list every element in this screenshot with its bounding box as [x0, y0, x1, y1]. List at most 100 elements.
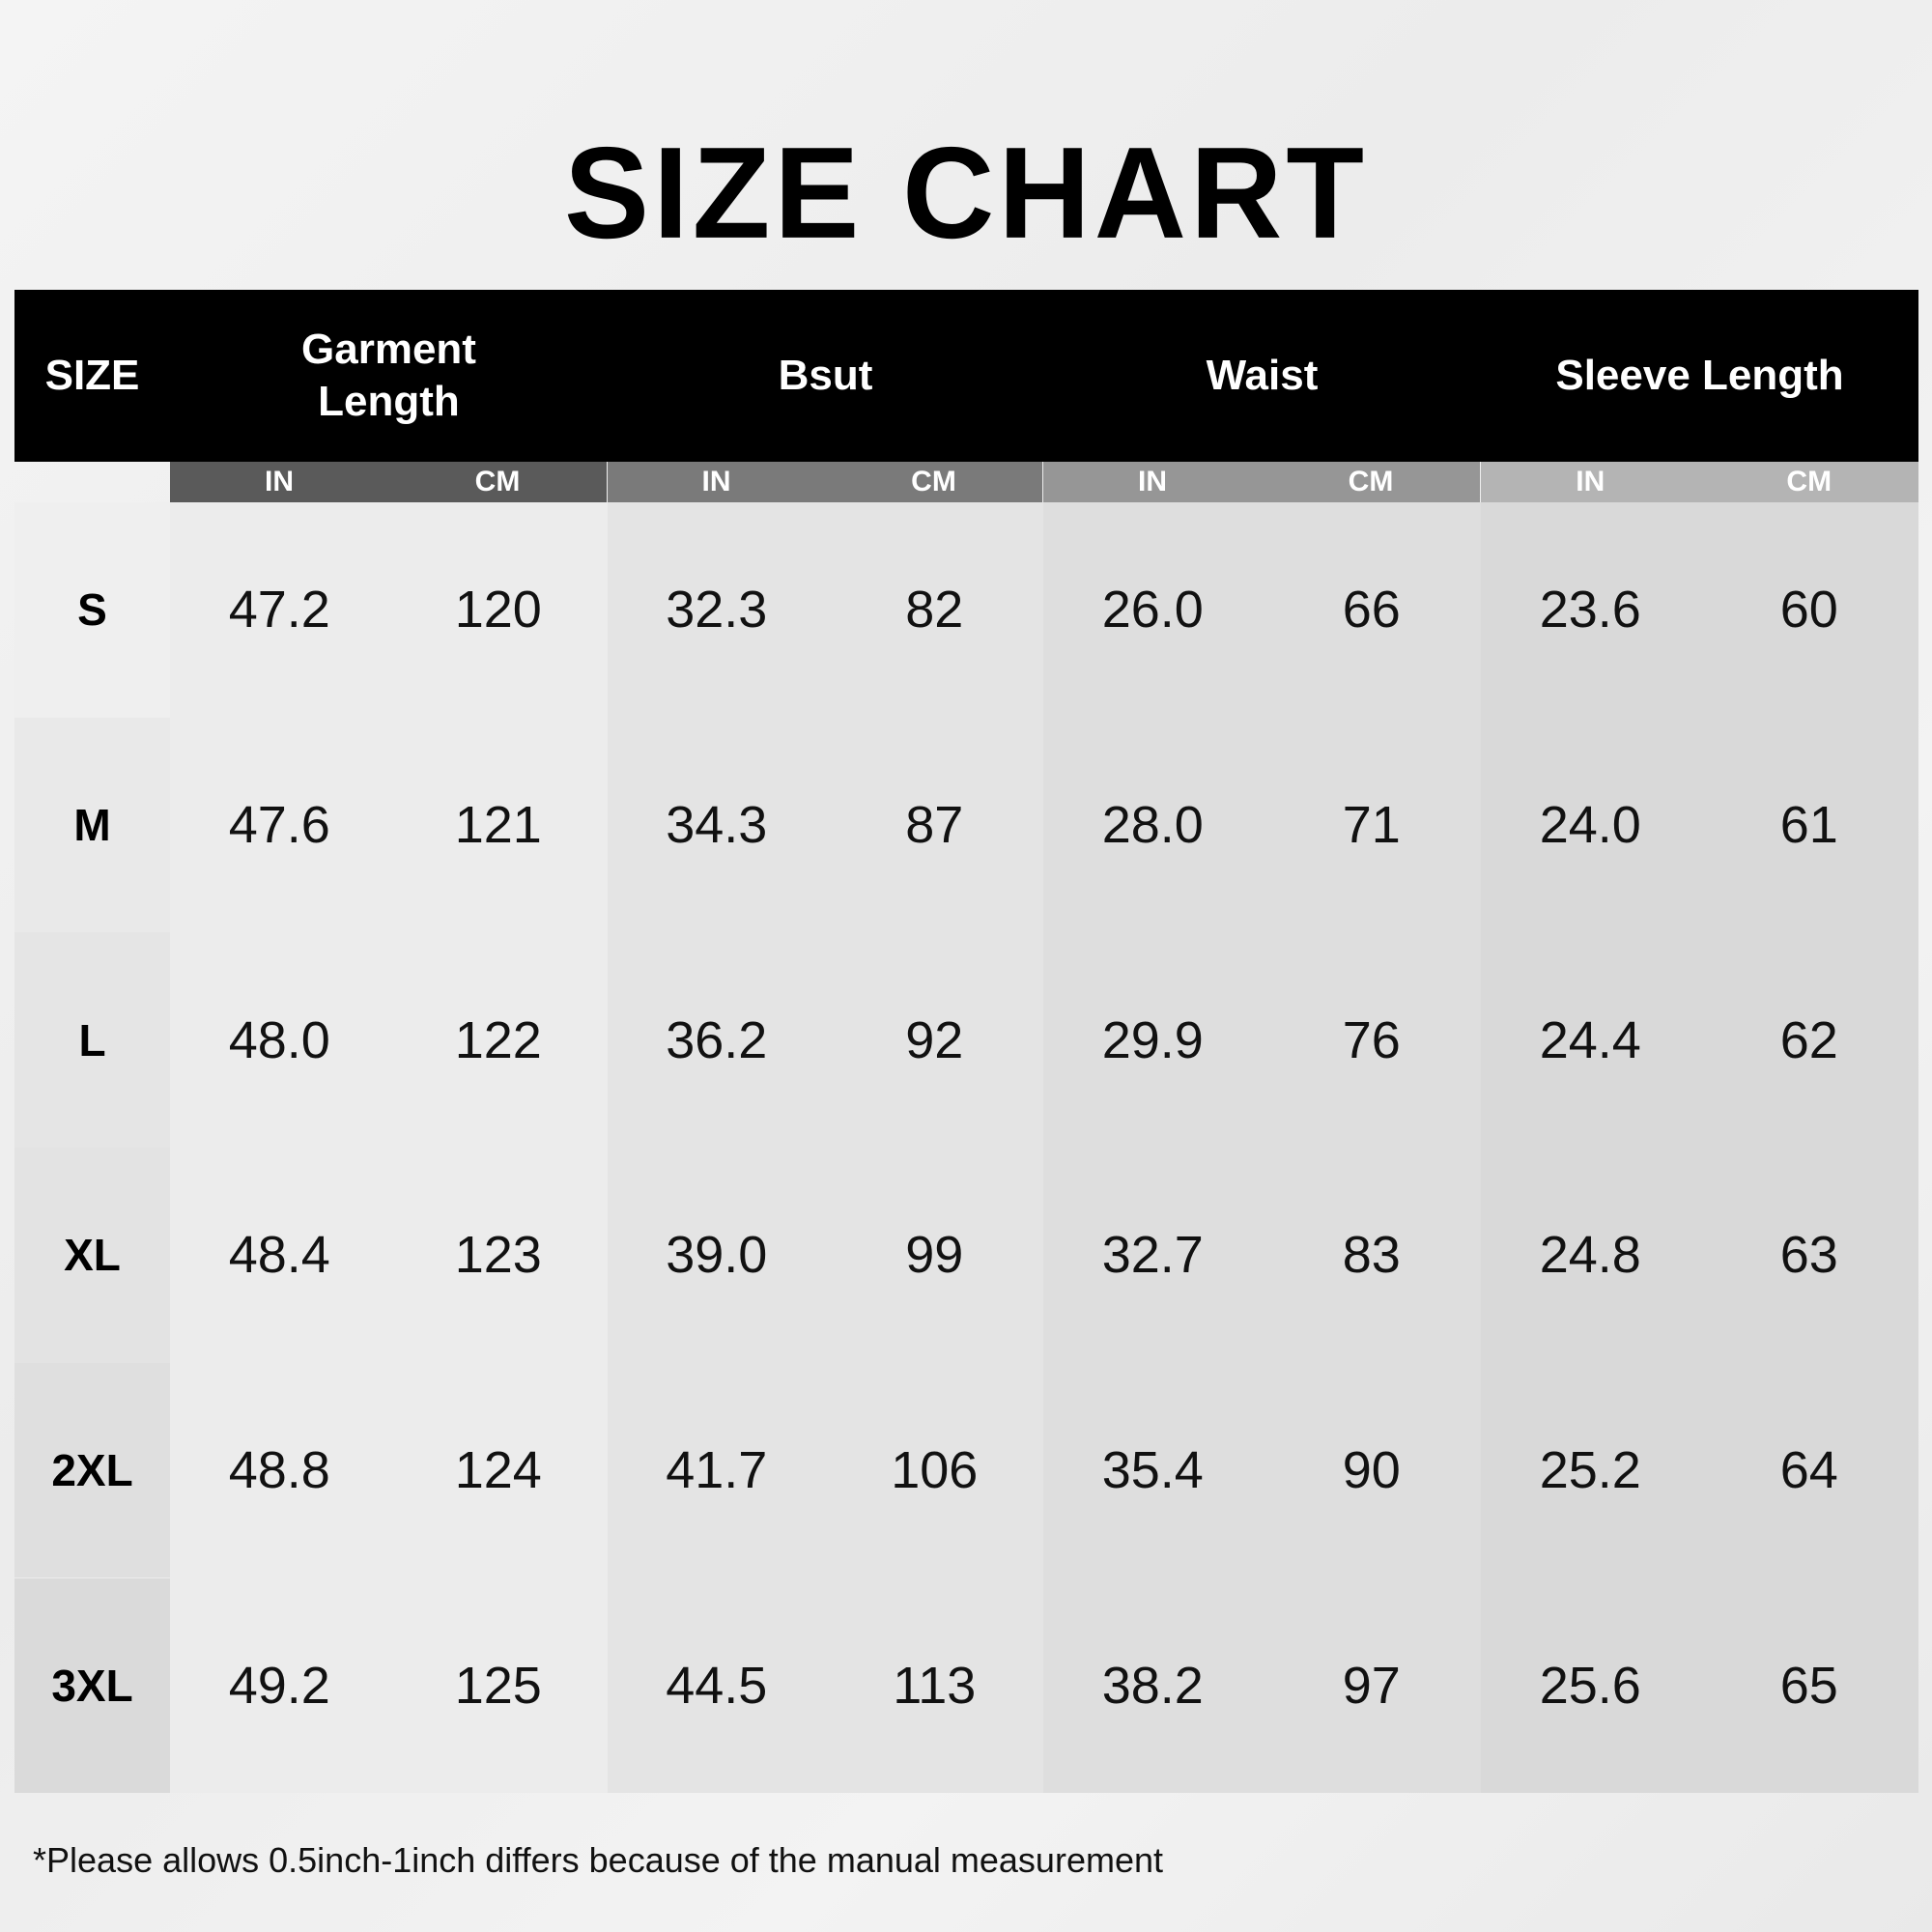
unit-label: CM: [911, 466, 956, 497]
unit-subheader: IN CM: [1481, 462, 1918, 502]
table-cell: 121: [454, 796, 542, 855]
table-cell: 48.4: [228, 1226, 330, 1285]
table-row: 25.6 65: [1481, 1578, 1918, 1794]
unit-label: IN: [701, 466, 731, 497]
table-row: 24.0 61: [1481, 718, 1918, 933]
table-row: 25.2 64: [1481, 1363, 1918, 1578]
table-cell: 32.7: [1101, 1226, 1204, 1285]
table-row: 38.2 97: [1043, 1578, 1481, 1794]
table-cell: 29.9: [1101, 1010, 1204, 1069]
size-label: L: [14, 932, 170, 1149]
table-row: 47.6 121: [170, 718, 608, 933]
table-cell: 120: [454, 581, 542, 639]
table-row: 47.2 120: [170, 502, 608, 718]
table-cell: 76: [1342, 1010, 1401, 1069]
table-cell: 48.0: [228, 1010, 330, 1069]
table-cell: 47.2: [228, 581, 330, 639]
table-cell: 87: [905, 796, 964, 855]
table-cell: 97: [1342, 1656, 1401, 1715]
table-cell: 65: [1779, 1656, 1838, 1715]
table-cell: 39.0: [666, 1226, 768, 1285]
table-row: 39.0 99: [608, 1148, 1043, 1363]
table-row: 23.6 60: [1481, 502, 1918, 718]
table-row: 36.2 92: [608, 932, 1043, 1148]
table-cell: 44.5: [666, 1656, 768, 1715]
table-cell: 66: [1342, 581, 1401, 639]
table-cell: 24.4: [1539, 1010, 1641, 1069]
header-waist: Waist: [1206, 352, 1319, 399]
table-row: 48.8 124: [170, 1363, 608, 1578]
table-row: 34.3 87: [608, 718, 1043, 933]
table-cell: 125: [454, 1656, 542, 1715]
measurement-column: 47.2 120 47.6 121 48.0 122 48.4 123 48.8 124 49.2 1…: [170, 502, 608, 1793]
table-cell: 82: [905, 581, 964, 639]
table-row: 35.4 90: [1043, 1363, 1481, 1578]
measurement-column: 32.3 82 34.3 87 36.2 92 39.0 99 41.7 106 44.5 113: [608, 502, 1043, 1793]
header-garment-length: Garment Length: [301, 326, 476, 425]
unit-label: IN: [1576, 466, 1605, 497]
table-cell: 38.2: [1101, 1656, 1204, 1715]
table-row: 49.2 125: [170, 1578, 608, 1794]
unit-label: IN: [265, 466, 294, 497]
table-cell: 28.0: [1101, 796, 1204, 855]
table-cell: 83: [1342, 1226, 1401, 1285]
header-bust: Bsut: [778, 352, 873, 399]
size-column: S M L XL 2XL 3XL: [14, 502, 170, 1794]
header-size: SIZE: [44, 352, 140, 399]
table-cell: 60: [1779, 581, 1838, 639]
table-cell: 35.4: [1101, 1441, 1204, 1500]
table-cell: 36.2: [666, 1010, 768, 1069]
table-cell: 26.0: [1101, 581, 1204, 639]
table-row: 48.0 122: [170, 932, 608, 1148]
table-row: 32.3 82: [608, 502, 1043, 718]
table-cell: 25.6: [1539, 1656, 1641, 1715]
table-cell: 25.2: [1539, 1441, 1641, 1500]
size-label: 2XL: [14, 1362, 170, 1578]
table-cell: 71: [1342, 796, 1401, 855]
table-row: 26.0 66: [1043, 502, 1481, 718]
table-row: 24.8 63: [1481, 1148, 1918, 1363]
table-cell: 34.3: [666, 796, 768, 855]
table-cell: 41.7: [666, 1441, 768, 1500]
table-cell: 90: [1342, 1441, 1401, 1500]
table-cell: 48.8: [228, 1441, 330, 1500]
table-cell: 49.2: [228, 1656, 330, 1715]
table-row: 24.4 62: [1481, 932, 1918, 1148]
unit-label: CM: [1786, 466, 1833, 497]
table-row: 29.9 76: [1043, 932, 1481, 1148]
unit-label: CM: [1348, 466, 1394, 497]
size-label: S: [14, 502, 170, 718]
measurement-column: 23.6 60 24.0 61 24.4 62 24.8 63 25.2 64 25.6 65: [1481, 502, 1918, 1793]
table-cell: 64: [1779, 1441, 1838, 1500]
table-cell: 113: [893, 1656, 977, 1715]
header-sleeve-length: Sleeve Length: [1555, 352, 1844, 399]
measurement-column: 26.0 66 28.0 71 29.9 76 32.7 83 35.4 90 38.2 97: [1043, 502, 1481, 1793]
table-cell: 124: [454, 1441, 542, 1500]
table-cell: 99: [905, 1226, 964, 1285]
table-cell: 122: [454, 1010, 542, 1069]
table-cell: 47.6: [228, 796, 330, 855]
table-row: 28.0 71: [1043, 718, 1481, 933]
table-cell: 61: [1779, 796, 1838, 855]
table-cell: 123: [454, 1226, 542, 1285]
page-title: SIZE CHART: [564, 120, 1368, 266]
unit-subheader: IN CM: [1043, 462, 1480, 502]
size-label: XL: [14, 1148, 170, 1363]
unit-subheader: IN CM: [170, 462, 607, 502]
table-header: SIZE Garment Length Bsut Waist Sleeve Le…: [14, 290, 1918, 462]
table-cell: 24.0: [1539, 796, 1641, 855]
table-cell: 23.6: [1539, 581, 1641, 639]
table-row: 41.7 106: [608, 1363, 1043, 1578]
table-cell: 63: [1779, 1226, 1838, 1285]
size-label: M: [14, 717, 170, 933]
table-cell: 92: [905, 1010, 964, 1069]
unit-label: IN: [1138, 466, 1167, 497]
size-label: 3XL: [14, 1577, 170, 1794]
table-cell: 62: [1779, 1010, 1838, 1069]
table-cell: 106: [891, 1441, 979, 1500]
measurement-note: *Please allows 0.5inch-1inch differs bec…: [33, 1840, 1163, 1880]
table-row: 32.7 83: [1043, 1148, 1481, 1363]
unit-subheader: IN CM: [608, 462, 1042, 502]
table-row: 44.5 113: [608, 1578, 1043, 1794]
table-cell: 32.3: [666, 581, 768, 639]
